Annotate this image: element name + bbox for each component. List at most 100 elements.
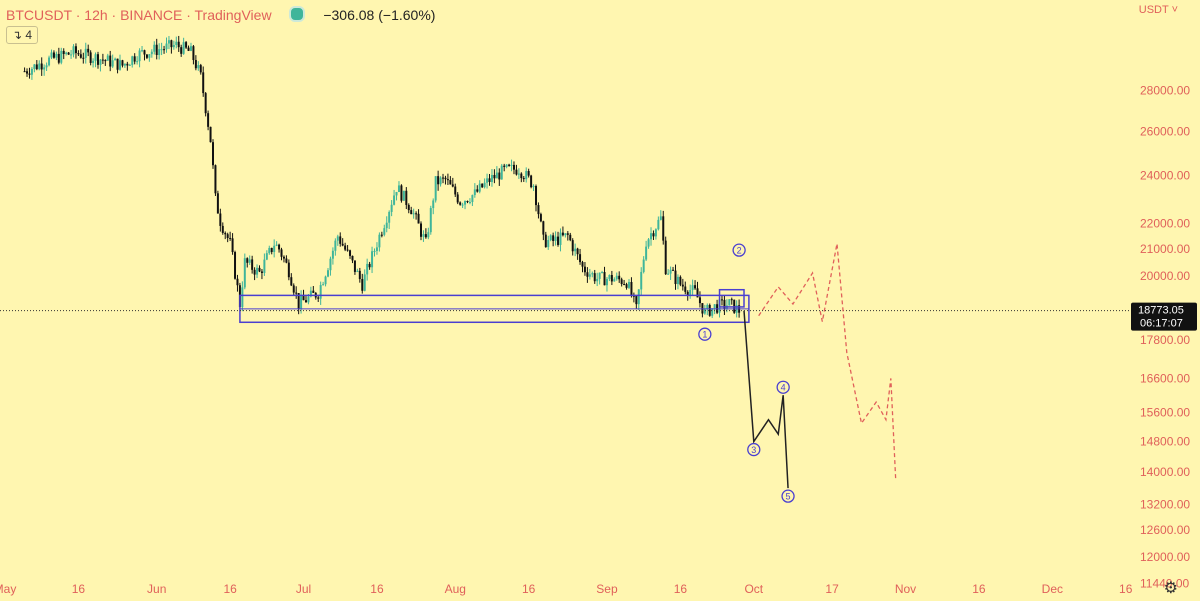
candle-body — [246, 258, 249, 263]
candle-body — [126, 63, 129, 66]
candle-body — [561, 232, 564, 236]
candle-body — [236, 278, 239, 286]
candle-body — [615, 275, 618, 280]
candle-body — [417, 213, 420, 224]
candle-body — [419, 223, 422, 237]
candle-body — [412, 213, 415, 215]
last-price-label: 18773.05 — [1138, 305, 1184, 317]
candle-body — [393, 195, 396, 205]
candle-body — [498, 172, 501, 180]
candle-body — [620, 279, 623, 285]
wave-label-marker — [698, 327, 712, 341]
candle-body — [38, 63, 41, 70]
candle-body — [681, 284, 684, 287]
candle-body — [136, 61, 139, 63]
candle-body — [329, 258, 332, 271]
candle-body — [278, 244, 281, 250]
candle-body — [696, 288, 699, 298]
y-tick-label: 12600.00 — [1140, 523, 1190, 537]
candle-body — [280, 249, 283, 257]
candle-body — [327, 270, 330, 277]
candle-body — [713, 304, 716, 309]
candle-body — [353, 260, 356, 272]
candle-body — [481, 183, 484, 188]
candle-body — [542, 221, 545, 235]
candle-body — [373, 250, 376, 252]
candle-body — [728, 299, 731, 306]
candle-body — [554, 236, 557, 241]
y-tick-label: 11440.00 — [1140, 576, 1189, 590]
candle-body — [388, 211, 391, 223]
candle-body — [89, 52, 92, 63]
candle-body — [221, 225, 224, 233]
candle-body — [182, 42, 185, 54]
indicators-toggle-button[interactable]: ↴ 4 — [6, 26, 39, 44]
candle-body — [23, 71, 26, 73]
candle-body — [380, 234, 383, 236]
candle-body — [28, 73, 31, 75]
candle-body — [282, 256, 285, 259]
candle-body — [199, 65, 202, 73]
candle-body — [706, 304, 709, 310]
candle-body — [708, 304, 711, 316]
candle-body — [559, 232, 562, 245]
candle-body — [517, 173, 520, 175]
candle-body — [483, 182, 486, 188]
candle-body — [256, 267, 259, 275]
candle-body — [275, 244, 278, 246]
candle-body — [30, 68, 33, 75]
currency-selector[interactable]: USDT ˅ — [1138, 4, 1178, 16]
candle-body — [601, 272, 604, 274]
candle-body — [410, 210, 413, 215]
candle-body — [395, 192, 398, 196]
candle-body — [334, 240, 337, 251]
candle-body — [669, 269, 672, 274]
candle-body — [216, 193, 219, 214]
candle-body — [84, 48, 87, 58]
candle-body — [510, 164, 513, 166]
candle-body — [468, 202, 471, 204]
x-tick-label: Jul — [296, 582, 311, 596]
candle-body — [341, 243, 344, 246]
candle-body — [654, 229, 657, 237]
candle-body — [145, 54, 148, 58]
candle-body — [109, 55, 112, 67]
candle-body — [241, 287, 244, 308]
candle-body — [226, 234, 229, 238]
candle-body — [194, 60, 197, 69]
candle-body — [70, 54, 73, 56]
candle-body — [302, 295, 305, 301]
candle-body — [451, 184, 454, 187]
candle-body — [287, 262, 290, 278]
candle-body — [361, 279, 364, 291]
candle-body — [150, 51, 153, 55]
candle-body — [65, 52, 68, 55]
candle-body — [209, 126, 212, 143]
candle-body — [356, 270, 359, 272]
candle-body — [635, 295, 638, 305]
candle-body — [104, 60, 107, 62]
x-tick-label: Aug — [445, 582, 466, 596]
candle-body — [664, 240, 667, 275]
candle-body — [535, 186, 538, 206]
candle-body — [564, 233, 567, 236]
gear-icon[interactable]: ⚙ — [1163, 580, 1178, 597]
x-tick-label: 16 — [72, 582, 86, 596]
candle-body — [155, 44, 158, 55]
candle-body — [427, 232, 430, 238]
candle-body — [632, 295, 635, 297]
candle-body — [74, 46, 77, 54]
candle-body — [405, 190, 408, 205]
candle-body — [527, 171, 530, 176]
symbol-title[interactable]: BTCUSDT · 12h · BINANCE · TradingView — [6, 7, 272, 23]
x-tick-label: 16 — [972, 582, 986, 596]
candle-body — [116, 58, 119, 70]
candle-body — [170, 40, 173, 48]
candle-body — [630, 281, 633, 296]
candle-body — [422, 234, 425, 237]
wave-label-1: 1 — [702, 330, 707, 340]
candle-body — [466, 201, 469, 203]
x-tick-label: 16 — [674, 582, 688, 596]
candle-body — [574, 248, 577, 252]
